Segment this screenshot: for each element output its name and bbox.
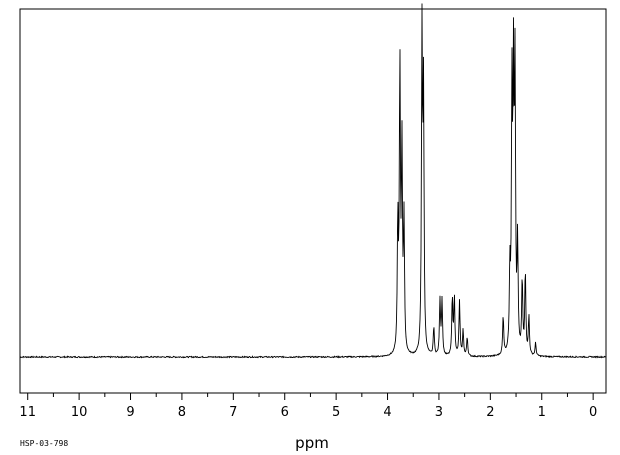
x-tick-label: 11 [19,405,36,420]
x-tick-label: 8 [178,405,186,420]
x-tick-label: 3 [435,405,443,420]
x-tick-label: 9 [126,405,134,420]
x-tick-label: 2 [486,405,494,420]
x-tick-label: 5 [332,405,340,420]
spectrum-trace [19,3,607,359]
x-axis-ticks [27,393,594,400]
x-axis-title: ppm [295,434,329,452]
x-axis-tick-labels: 11 10 9 8 7 6 5 4 3 2 1 0 [19,405,597,420]
x-tick-label: 4 [383,405,391,420]
x-tick-label: 6 [281,405,289,420]
x-tick-label: 1 [538,405,546,420]
plot-frame [19,8,607,394]
sample-code: HSP-03-798 [20,439,68,448]
x-tick-label: 10 [71,405,88,420]
x-tick-label: 7 [229,405,237,420]
x-tick-label: 0 [589,405,597,420]
